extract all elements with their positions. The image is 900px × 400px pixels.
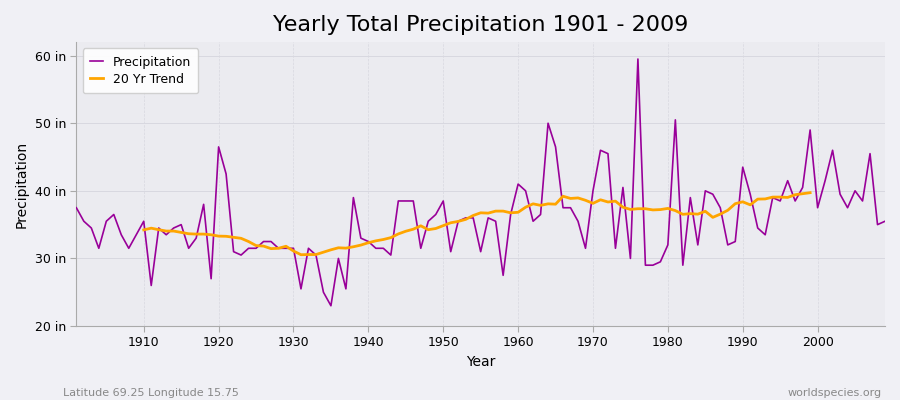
Precipitation xyxy=(326,303,337,308)
20 Yr Trend xyxy=(139,228,149,232)
Precipitation xyxy=(348,195,359,200)
Precipitation xyxy=(71,205,82,210)
20 Yr Trend xyxy=(229,235,239,240)
Precipitation xyxy=(879,219,890,224)
Precipitation xyxy=(520,188,531,193)
20 Yr Trend xyxy=(805,190,815,195)
20 Yr Trend xyxy=(715,212,725,216)
20 Yr Trend xyxy=(295,252,306,257)
Y-axis label: Precipitation: Precipitation xyxy=(15,140,29,228)
Line: Precipitation: Precipitation xyxy=(76,59,885,306)
20 Yr Trend xyxy=(782,195,793,200)
Legend: Precipitation, 20 Yr Trend: Precipitation, 20 Yr Trend xyxy=(83,48,198,93)
Title: Yearly Total Precipitation 1901 - 2009: Yearly Total Precipitation 1901 - 2009 xyxy=(273,15,688,35)
Precipitation xyxy=(295,286,306,291)
Precipitation xyxy=(513,182,524,186)
Text: worldspecies.org: worldspecies.org xyxy=(788,388,882,398)
Line: 20 Yr Trend: 20 Yr Trend xyxy=(144,193,810,255)
X-axis label: Year: Year xyxy=(466,355,495,369)
20 Yr Trend xyxy=(610,199,621,204)
Precipitation xyxy=(610,246,621,251)
Precipitation xyxy=(130,232,141,237)
20 Yr Trend xyxy=(700,209,711,214)
Precipitation xyxy=(633,57,643,62)
20 Yr Trend xyxy=(348,244,359,249)
Text: Latitude 69.25 Longitude 15.75: Latitude 69.25 Longitude 15.75 xyxy=(63,388,238,398)
